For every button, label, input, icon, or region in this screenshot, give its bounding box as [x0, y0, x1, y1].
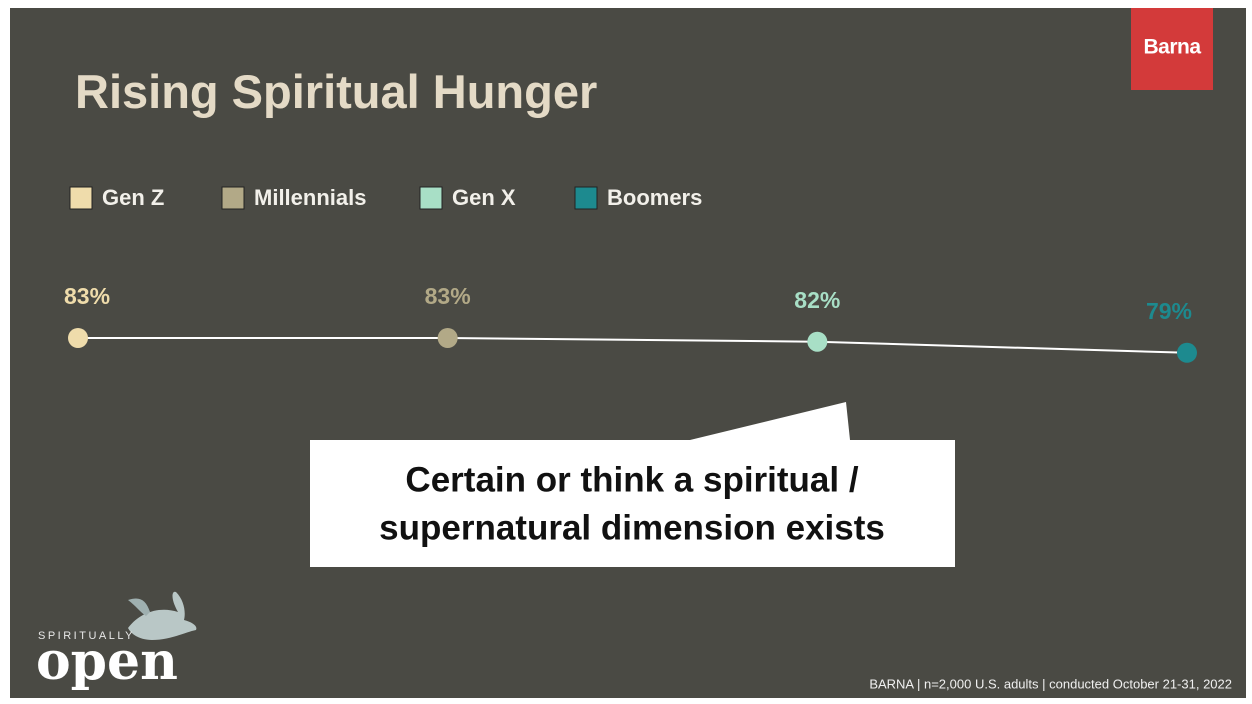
logo: Barna [1143, 36, 1201, 59]
tagline-small: SPIRITUALLY [38, 630, 135, 642]
callout-line: Certain or think a spiritual / [405, 460, 858, 499]
point [807, 331, 828, 352]
legend-swatch [221, 186, 245, 210]
value-label: 83% [64, 283, 110, 309]
legend-label: Millennials [254, 185, 366, 210]
legend-label: Boomers [607, 185, 702, 210]
value-label: 79% [1146, 298, 1192, 324]
legend-swatch [69, 186, 93, 210]
callout-line: supernatural dimension exists [379, 508, 885, 547]
source: BARNA | n=2,000 U.S. adults | conducted … [869, 676, 1232, 691]
point [437, 328, 458, 348]
legend-label: Gen X [452, 185, 516, 210]
callout-pointer [690, 402, 850, 440]
legend-swatch [419, 186, 443, 210]
line [78, 337, 1188, 354]
background [10, 8, 1246, 698]
callout-box [310, 440, 955, 567]
legend-label: Gen Z [102, 185, 164, 210]
logo-box [1131, 8, 1213, 90]
point [1177, 342, 1197, 363]
value-label: 82% [794, 287, 840, 313]
chart-title: Rising Spiritual Hunger [75, 65, 597, 118]
value-label: 83% [425, 283, 471, 309]
point [68, 328, 88, 348]
legend-swatch [574, 186, 598, 210]
tagline: open [36, 631, 178, 692]
dove [128, 591, 197, 640]
